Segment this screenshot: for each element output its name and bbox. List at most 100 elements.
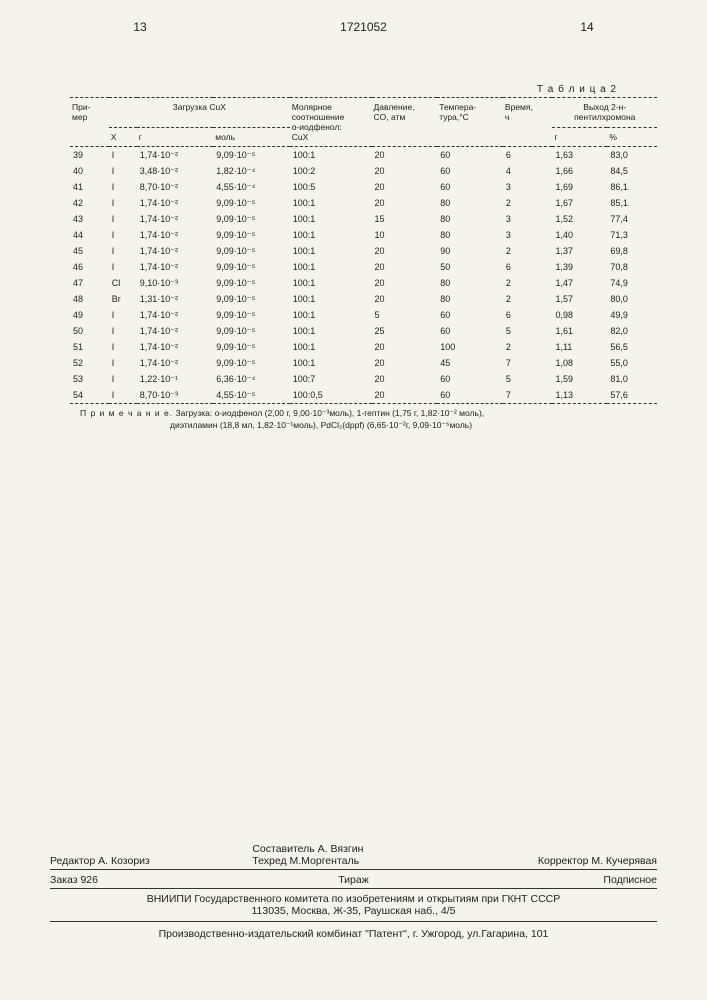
table-row: 50I1,74·10⁻²9,09·10⁻⁵100:1256051,6182,0	[70, 323, 657, 339]
th-time: Время, ч	[503, 98, 553, 147]
table-cell: 80	[437, 275, 503, 291]
table-cell: 80	[437, 291, 503, 307]
table-cell: 56,5	[607, 339, 657, 355]
table-cell: 20	[372, 291, 438, 307]
footer: Редактор А. Козориз Составитель А. Вязги…	[50, 843, 657, 940]
table-cell: 1,57	[552, 291, 607, 307]
table-cell: 51	[70, 339, 109, 355]
table-cell: 2	[503, 275, 553, 291]
table-cell: 9,09·10⁻⁵	[213, 307, 289, 323]
page-left: 13	[110, 20, 170, 34]
table-row: 46I1,74·10⁻²9,09·10⁻⁵100:1205061,3970,8	[70, 259, 657, 275]
table-cell: 49	[70, 307, 109, 323]
table-cell: 1,74·10⁻²	[137, 259, 213, 275]
table-cell: I	[109, 195, 137, 211]
table-cell: 54	[70, 387, 109, 404]
table-cell: 6	[503, 259, 553, 275]
table-cell: I	[109, 371, 137, 387]
table-cell: I	[109, 387, 137, 404]
table-cell: 9,09·10⁻⁵	[213, 339, 289, 355]
table-cell: I	[109, 259, 137, 275]
footer-org: ВНИИПИ Государственного комитета по изоб…	[50, 893, 657, 922]
table-cell: 1,22·10⁻¹	[137, 371, 213, 387]
th-yield-pct: %	[607, 127, 657, 146]
table-cell: 60	[437, 163, 503, 179]
table-cell: 50	[70, 323, 109, 339]
table-cell: 100	[437, 339, 503, 355]
table-cell: 20	[372, 275, 438, 291]
table-cell: 1,74·10⁻²	[137, 339, 213, 355]
th-mol: моль	[213, 127, 289, 146]
table-cell: 1,66	[552, 163, 607, 179]
table-cell: 1,47	[552, 275, 607, 291]
table-cell: 100:1	[290, 211, 372, 227]
table-cell: 20	[372, 355, 438, 371]
table-cell: 10	[372, 227, 438, 243]
table-cell: 100:1	[290, 243, 372, 259]
th-cux-group: Загрузка CuX	[109, 98, 290, 128]
podpisnoe: Подписное	[455, 874, 657, 886]
table-row: 47Cl9,10·10⁻³9,09·10⁻⁵100:1208021,4774,9	[70, 275, 657, 291]
table-note: П р и м е ч а н и е. Загрузка: о-иодфено…	[70, 408, 657, 432]
table-cell: 83,0	[607, 147, 657, 164]
table-cell: 9,09·10⁻⁵	[213, 195, 289, 211]
table-cell: 0,98	[552, 307, 607, 323]
table-cell: 100:2	[290, 163, 372, 179]
table-cell: 80	[437, 211, 503, 227]
table-cell: 1,74·10⁻²	[137, 243, 213, 259]
table-body: 39I1,74·10⁻²9,09·10⁻⁵100:1206061,6383,04…	[70, 147, 657, 404]
table-cell: 2	[503, 291, 553, 307]
th-temp: Темпера- тура,°С	[437, 98, 503, 147]
footer-printer: Производственно-издательский комбинат "П…	[50, 928, 657, 940]
table-cell: 71,3	[607, 227, 657, 243]
org-addr: 113035, Москва, Ж-35, Раушская наб., 4/5	[50, 905, 657, 917]
table-cell: 4	[503, 163, 553, 179]
table-cell: 9,09·10⁻⁵	[213, 291, 289, 307]
table-row: 39I1,74·10⁻²9,09·10⁻⁵100:1206061,6383,0	[70, 147, 657, 164]
org-line1: ВНИИПИ Государственного комитета по изоб…	[50, 893, 657, 905]
table-row: 40I3,48·10⁻²1,82·10⁻⁴100:2206041,6684,5	[70, 163, 657, 179]
compiler-techred: Составитель А. Вязгин Техред М.Моргентал…	[252, 843, 454, 867]
table-cell: 100:1	[290, 339, 372, 355]
note-line2: диэтиламин (18,8 мл, 1,82·10⁻¹моль), PdC…	[80, 420, 657, 432]
th-yield-group: Выход 2-н-пентилхромона	[552, 98, 657, 128]
table-cell: 2	[503, 195, 553, 211]
table-cell: 85,1	[607, 195, 657, 211]
table-cell: 100:1	[290, 291, 372, 307]
table-cell: 4,55·10⁻⁵	[213, 387, 289, 404]
th-primer: При- мер	[70, 98, 109, 147]
table-cell: 6	[503, 307, 553, 323]
table-cell: 46	[70, 259, 109, 275]
table-cell: 15	[372, 211, 438, 227]
note-line1: Загрузка: о-иодфенол (2,00 г, 9,00·10⁻³м…	[175, 408, 484, 418]
table-cell: 69,8	[607, 243, 657, 259]
table-cell: 60	[437, 387, 503, 404]
table-cell: 100:1	[290, 355, 372, 371]
table-cell: 1,52	[552, 211, 607, 227]
th-pressure: Давление, CO, атм	[372, 98, 438, 147]
table-row: 43I1,74·10⁻²9,09·10⁻⁵100:1158031,5277,4	[70, 211, 657, 227]
table-cell: 41	[70, 179, 109, 195]
techred: Техред М.Моргенталь	[252, 855, 454, 867]
compiler: Составитель А. Вязгин	[252, 843, 454, 855]
table-cell: 1,11	[552, 339, 607, 355]
note-label: П р и м е ч а н и е.	[80, 408, 173, 418]
table-cell: I	[109, 211, 137, 227]
table-cell: 6	[503, 147, 553, 164]
table-cell: 90	[437, 243, 503, 259]
table-cell: I	[109, 243, 137, 259]
th-yield-g: г	[552, 127, 607, 146]
table-cell: 40	[70, 163, 109, 179]
table-row: 53I1,22·10⁻¹6,36·10⁻⁴100:7206051,5981,0	[70, 371, 657, 387]
table-cell: 3	[503, 179, 553, 195]
table-cell: I	[109, 355, 137, 371]
table-row: 49I1,74·10⁻²9,09·10⁻⁵100:156060,9849,9	[70, 307, 657, 323]
table-cell: 2	[503, 339, 553, 355]
table-cell: 1,31·10⁻²	[137, 291, 213, 307]
table-cell: 20	[372, 179, 438, 195]
table-cell: 1,74·10⁻²	[137, 147, 213, 164]
table-cell: 1,74·10⁻²	[137, 227, 213, 243]
table-cell: 5	[503, 323, 553, 339]
table-cell: 70,8	[607, 259, 657, 275]
order: Заказ 926	[50, 874, 252, 886]
